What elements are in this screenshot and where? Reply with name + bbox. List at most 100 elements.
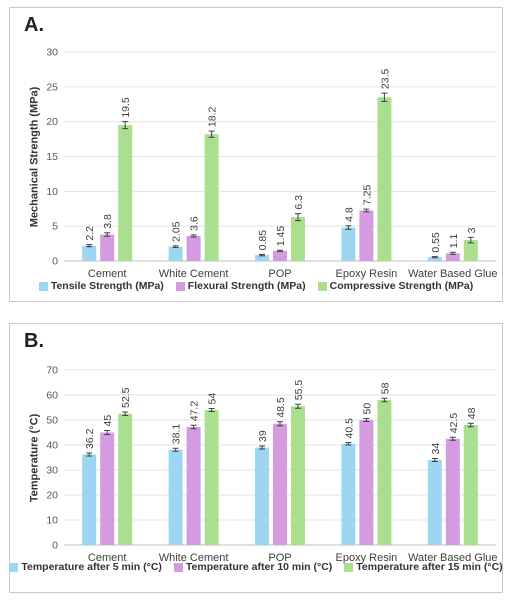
data-label: 36.2 <box>84 428 96 449</box>
x-tick-label: POP <box>268 268 291 280</box>
data-label: 18.2 <box>207 106 219 127</box>
bar <box>255 255 269 261</box>
bar <box>82 245 97 261</box>
x-tick-label: Epoxy Resin <box>336 552 398 564</box>
bar <box>463 240 478 261</box>
panel-label: B. <box>24 330 44 352</box>
bar <box>291 217 305 261</box>
legend: Tensile Strength (MPa) Flexural Strength… <box>10 280 502 292</box>
data-label: 1.1 <box>448 234 460 249</box>
x-tick-label: Cement <box>88 552 127 564</box>
bar <box>341 227 356 261</box>
x-tick-label: Water Based Glue <box>408 552 497 564</box>
data-label: 39 <box>257 430 269 442</box>
legend-swatch <box>344 562 354 572</box>
data-label: 4.8 <box>343 207 355 222</box>
bar <box>273 423 287 545</box>
bar <box>100 234 115 261</box>
legend-label: Temperature after 15 min (°C) <box>356 561 503 573</box>
y-tick-label: 60 <box>46 390 58 402</box>
y-tick-label: 20 <box>46 116 58 128</box>
data-label: 42.5 <box>448 413 460 434</box>
legend-swatch <box>173 562 183 572</box>
bar <box>427 257 442 261</box>
data-label: 3 <box>466 227 478 233</box>
bar <box>255 447 269 545</box>
bar <box>204 134 219 261</box>
data-label: 45 <box>102 415 114 427</box>
data-label: 2.05 <box>171 221 183 242</box>
bar <box>100 432 115 545</box>
bar <box>377 97 392 262</box>
bar <box>186 427 201 545</box>
x-tick-label: Water Based Glue <box>408 268 497 280</box>
legend-swatch <box>175 281 185 291</box>
legend-item: Compressive Strength (MPa) <box>317 280 474 292</box>
legend: Temperature after 5 min (°C) Temperature… <box>9 561 503 573</box>
y-tick-label: 40 <box>46 440 58 452</box>
data-label: 3.6 <box>189 216 201 231</box>
bar <box>427 460 442 545</box>
y-tick-label: 25 <box>46 81 58 93</box>
legend-swatch <box>38 281 48 291</box>
legend-label: Flexural Strength (MPa) <box>187 280 306 292</box>
y-tick-label: 30 <box>46 47 58 59</box>
y-tick-label: 70 <box>46 365 58 377</box>
data-label: 7.25 <box>361 185 373 206</box>
legend-item: Temperature after 15 min (°C) <box>344 561 503 573</box>
chart-panel-a: A. Mechanical Strength (MPa) 0 5 10 15 20 25 3… <box>9 7 503 302</box>
bar <box>204 410 219 545</box>
data-label: 1.45 <box>275 226 287 247</box>
bar <box>291 406 305 545</box>
x-tick-label: Cement <box>88 268 127 280</box>
legend-item: Temperature after 5 min (°C) <box>9 561 162 573</box>
data-label: 58 <box>379 382 391 394</box>
legend-label: Compressive Strength (MPa) <box>329 280 474 292</box>
bar <box>445 253 460 261</box>
bar-chart-a: 0 5 10 15 20 25 30 Cement 2.2 3.8 19.5 White Cement… <box>46 47 497 281</box>
panel-label: A. <box>24 14 44 36</box>
legend-swatch <box>9 562 19 572</box>
bar <box>463 425 478 545</box>
x-tick-label: White Cement <box>159 552 229 564</box>
legend-item: Temperature after 10 min (°C) <box>173 561 333 573</box>
data-label: 2.2 <box>84 226 96 241</box>
legend-item: Tensile Strength (MPa) <box>38 280 164 292</box>
bar <box>341 443 356 545</box>
y-tick-label: 0 <box>52 256 58 268</box>
bar <box>168 449 183 545</box>
y-tick-label: 50 <box>46 415 58 427</box>
legend-item: Flexural Strength (MPa) <box>175 280 306 292</box>
bar <box>273 250 287 261</box>
legend-label: Temperature after 5 min (°C) <box>21 561 162 573</box>
data-label: 52.5 <box>120 387 132 408</box>
bar <box>359 210 374 261</box>
bar <box>118 413 133 545</box>
chart-panel-b: B. Temperature (°C) 0 10 20 30 40 50 60 70 Cemen… <box>9 323 503 593</box>
bar <box>118 125 133 262</box>
y-tick-label: 5 <box>52 221 58 233</box>
data-label: 48 <box>466 407 478 419</box>
data-label: 34 <box>430 443 442 455</box>
y-tick-label: 10 <box>46 515 58 527</box>
y-tick-label: 30 <box>46 465 58 477</box>
bar-chart-b: 0 10 20 30 40 50 60 70 Cement 36.2 45 52.5 White Cem… <box>46 365 497 565</box>
data-label: 48.5 <box>275 397 287 418</box>
bar <box>186 235 201 261</box>
y-tick-label: 20 <box>46 490 58 502</box>
data-label: 50 <box>361 403 373 415</box>
bar <box>168 246 183 261</box>
data-label: 47.2 <box>189 401 201 422</box>
data-label: 23.5 <box>379 69 391 90</box>
y-tick-label: 10 <box>46 186 58 198</box>
data-label: 3.8 <box>102 214 114 229</box>
legend-label: Temperature after 10 min (°C) <box>185 561 333 573</box>
data-label: 0.55 <box>430 232 442 253</box>
data-label: 6.3 <box>293 195 305 210</box>
y-tick-label: 0 <box>52 540 58 552</box>
y-tick-label: 15 <box>46 151 58 163</box>
data-label: 0.85 <box>257 230 269 251</box>
bar <box>82 454 97 545</box>
data-label: 40.5 <box>343 418 355 439</box>
bar <box>359 420 374 545</box>
